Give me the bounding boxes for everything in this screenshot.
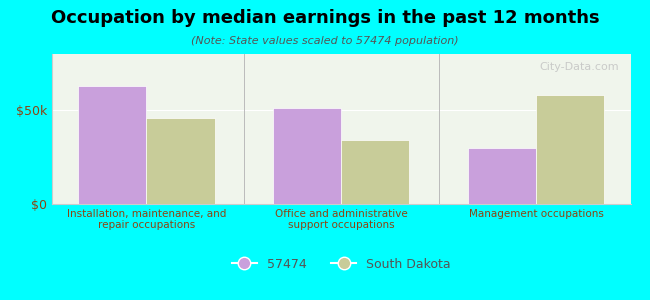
Text: (Note: State values scaled to 57474 population): (Note: State values scaled to 57474 popu…	[191, 36, 459, 46]
Bar	[536, 95, 604, 204]
Bar	[78, 86, 146, 204]
Bar	[146, 118, 214, 204]
Bar	[273, 108, 341, 204]
Text: City-Data.com: City-Data.com	[540, 61, 619, 71]
Bar	[468, 148, 536, 204]
Text: Occupation by median earnings in the past 12 months: Occupation by median earnings in the pas…	[51, 9, 599, 27]
Legend: 57474, South Dakota: 57474, South Dakota	[227, 253, 456, 276]
Bar	[341, 140, 410, 204]
